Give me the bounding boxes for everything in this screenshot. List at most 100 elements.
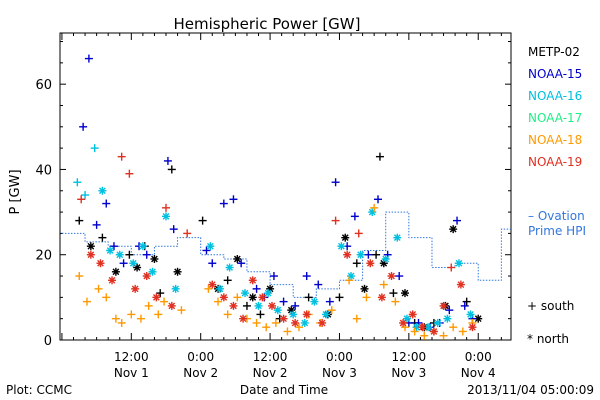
data-point-noaa-15 bbox=[269, 272, 278, 281]
data-point-noaa-16 bbox=[81, 191, 90, 200]
data-point-noaa-15 bbox=[460, 301, 469, 310]
data-point-noaa-15 bbox=[229, 195, 238, 204]
data-point-noaa-16 bbox=[310, 297, 319, 306]
data-point-noaa-16 bbox=[368, 208, 377, 217]
data-point-metp-02 bbox=[352, 259, 361, 268]
legend-entry: METP-02 bbox=[528, 45, 580, 59]
legend-north-marker: * north bbox=[527, 332, 569, 346]
y-tick-label: 40 bbox=[35, 163, 52, 178]
data-point-noaa-19 bbox=[408, 310, 417, 319]
data-point-metp-02 bbox=[173, 267, 182, 276]
data-point-noaa-15 bbox=[102, 199, 111, 208]
data-point-noaa-19 bbox=[279, 314, 288, 323]
legend-south-marker: + south bbox=[527, 299, 574, 313]
data-point-metp-02 bbox=[341, 233, 350, 242]
data-point-noaa-18 bbox=[233, 293, 242, 302]
data-point-metp-02 bbox=[304, 293, 313, 302]
data-point-noaa-18 bbox=[283, 327, 292, 336]
data-point-noaa-19 bbox=[239, 314, 248, 323]
data-point-noaa-18 bbox=[102, 293, 111, 302]
data-point-metp-02 bbox=[86, 242, 95, 251]
data-point-noaa-15 bbox=[364, 250, 373, 259]
data-point-noaa-16 bbox=[73, 178, 82, 187]
data-point-noaa-15 bbox=[314, 280, 323, 289]
legend-entry: NOAA-17 bbox=[528, 111, 582, 125]
data-point-noaa-16 bbox=[171, 284, 180, 293]
data-point-noaa-19 bbox=[399, 318, 408, 327]
data-point-noaa-18 bbox=[262, 323, 271, 332]
data-point-metp-02 bbox=[125, 250, 134, 259]
data-point-noaa-18 bbox=[379, 280, 388, 289]
plot-frame bbox=[59, 32, 512, 341]
data-point-noaa-16 bbox=[356, 250, 365, 259]
data-point-noaa-19 bbox=[447, 263, 456, 272]
data-point-metp-02 bbox=[156, 289, 165, 298]
data-point-noaa-15 bbox=[142, 250, 151, 259]
data-point-noaa-19 bbox=[331, 216, 340, 225]
data-point-noaa-18 bbox=[362, 293, 371, 302]
footer-timestamp: 2013/11/04 05:00:09 bbox=[467, 383, 594, 397]
data-point-noaa-19 bbox=[366, 259, 375, 268]
data-point-noaa-15 bbox=[331, 178, 340, 187]
data-point-noaa-19 bbox=[258, 293, 267, 302]
data-point-noaa-19 bbox=[354, 229, 363, 238]
data-point-noaa-16 bbox=[433, 318, 442, 327]
data-point-noaa-16 bbox=[381, 254, 390, 263]
data-point-noaa-15 bbox=[302, 272, 311, 281]
data-point-noaa-16 bbox=[393, 233, 402, 242]
data-point-noaa-18 bbox=[160, 297, 169, 306]
data-point-metp-02 bbox=[223, 276, 232, 285]
data-point-noaa-18 bbox=[204, 284, 213, 293]
data-point-metp-02 bbox=[360, 284, 369, 293]
data-point-noaa-19 bbox=[418, 323, 427, 332]
data-point-noaa-19 bbox=[162, 203, 171, 212]
data-point-noaa-16 bbox=[115, 250, 124, 259]
data-point-noaa-19 bbox=[318, 318, 327, 327]
data-point-noaa-15 bbox=[109, 242, 118, 251]
x-tick-time-label: 0:00 bbox=[465, 350, 492, 364]
data-point-noaa-15 bbox=[119, 259, 128, 268]
data-point-noaa-16 bbox=[273, 306, 282, 315]
data-point-noaa-19 bbox=[343, 250, 352, 259]
data-point-noaa-19 bbox=[456, 280, 465, 289]
data-point-noaa-16 bbox=[241, 289, 250, 298]
data-point-metp-02 bbox=[462, 297, 471, 306]
data-point-metp-02 bbox=[449, 225, 458, 234]
data-point-noaa-15 bbox=[79, 122, 88, 131]
legend-entry: NOAA-18 bbox=[528, 133, 582, 147]
legend-entry: NOAA-16 bbox=[528, 89, 582, 103]
data-point-metp-02 bbox=[256, 310, 265, 319]
data-point-noaa-16 bbox=[90, 144, 99, 153]
x-tick-time-label: 12:00 bbox=[114, 350, 149, 364]
data-point-noaa-16 bbox=[424, 323, 433, 332]
data-point-noaa-16 bbox=[254, 301, 263, 310]
data-point-noaa-16 bbox=[264, 289, 273, 298]
x-tick-date-label: Nov 3 bbox=[322, 366, 357, 380]
data-point-noaa-18 bbox=[294, 323, 303, 332]
data-point-noaa-18 bbox=[327, 306, 336, 315]
data-point-noaa-19 bbox=[86, 250, 95, 259]
legend-entry: NOAA-15 bbox=[528, 67, 582, 81]
data-point-noaa-16 bbox=[215, 284, 224, 293]
data-point-noaa-15 bbox=[291, 301, 300, 310]
ovation-label-line1: – Ovation bbox=[528, 209, 585, 223]
data-point-noaa-19 bbox=[268, 301, 277, 310]
data-point-noaa-18 bbox=[214, 297, 223, 306]
data-point-metp-02 bbox=[150, 254, 159, 263]
data-point-noaa-15 bbox=[169, 225, 178, 234]
data-point-noaa-16 bbox=[466, 310, 475, 319]
y-tick-label: 20 bbox=[35, 249, 52, 264]
data-point-noaa-15 bbox=[445, 306, 454, 315]
data-point-noaa-18 bbox=[271, 318, 280, 327]
data-point-noaa-16 bbox=[98, 186, 107, 195]
data-point-noaa-19 bbox=[377, 293, 386, 302]
data-point-noaa-15 bbox=[279, 297, 288, 306]
data-point-metp-02 bbox=[167, 165, 176, 174]
data-point-noaa-18 bbox=[345, 276, 354, 285]
data-point-noaa-19 bbox=[229, 301, 238, 310]
data-point-noaa-19 bbox=[167, 301, 176, 310]
data-point-metp-02 bbox=[248, 293, 257, 302]
data-point-noaa-15 bbox=[92, 220, 101, 229]
data-point-noaa-16 bbox=[300, 318, 309, 327]
data-point-noaa-16 bbox=[106, 246, 115, 255]
